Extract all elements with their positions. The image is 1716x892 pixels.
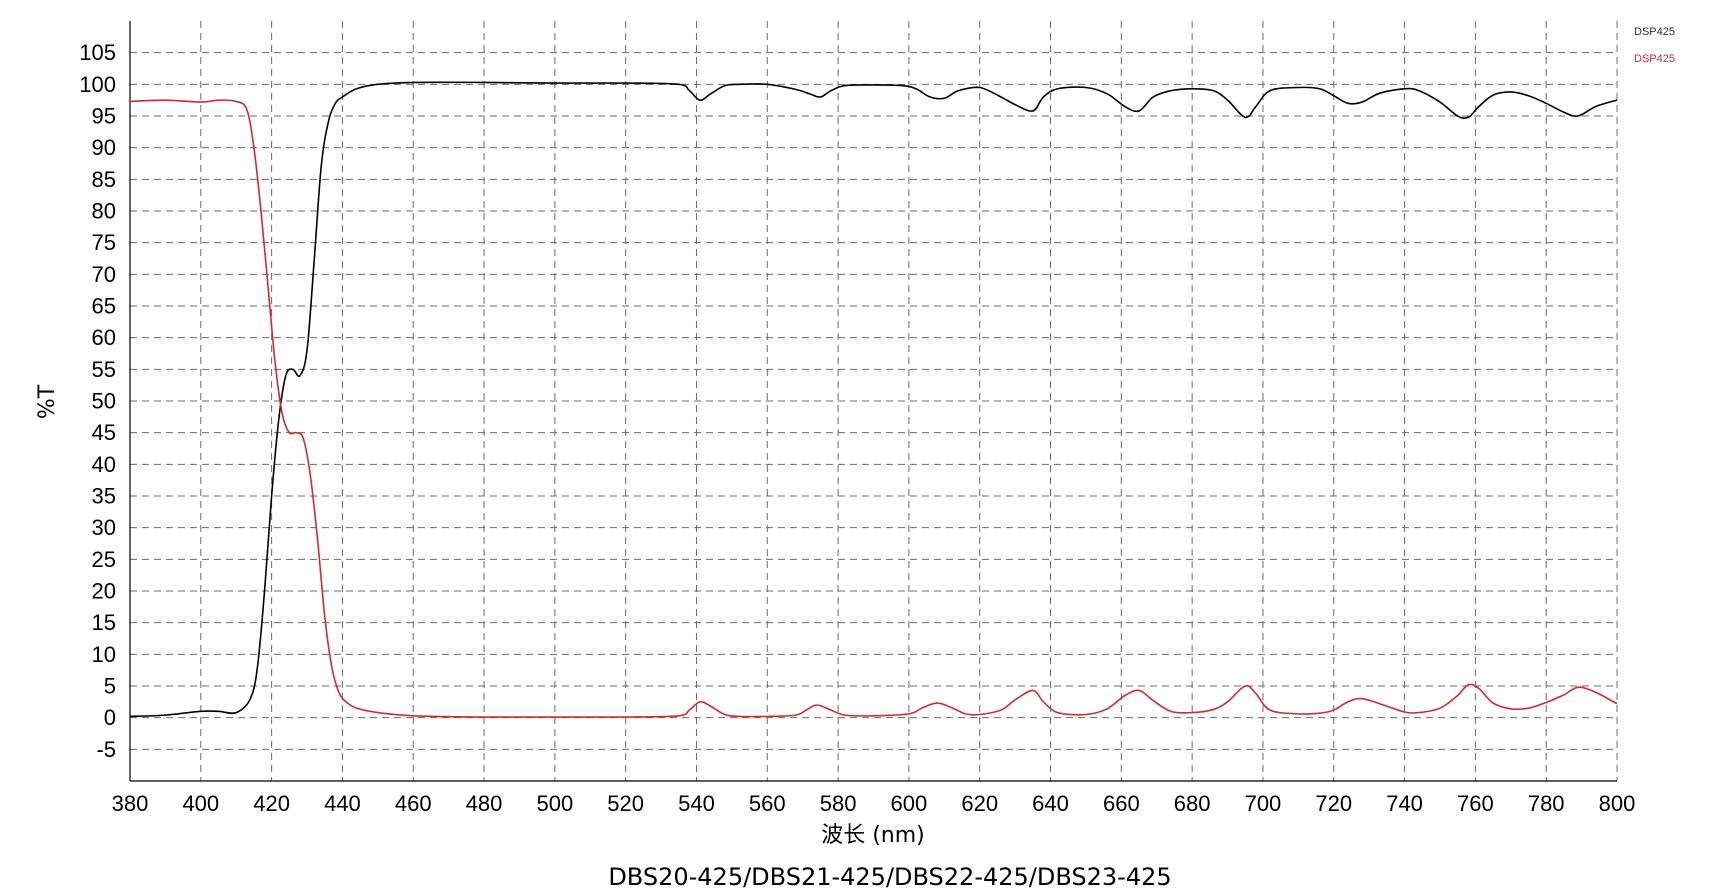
- x-tick-label: 540: [678, 791, 715, 816]
- y-tick-label: 0: [104, 705, 116, 730]
- y-tick-label: -5: [96, 737, 116, 762]
- y-tick-label: 40: [92, 452, 116, 477]
- y-tick-label: 80: [92, 199, 116, 224]
- y-tick-label: 30: [92, 515, 116, 540]
- y-axis-label: %T: [35, 384, 60, 419]
- y-tick-label: 75: [92, 230, 116, 255]
- legend: DSP425 DSP425: [1634, 26, 1675, 65]
- y-tick-label: 50: [92, 389, 116, 414]
- x-tick-label: 620: [961, 791, 998, 816]
- x-tick-label: 640: [1032, 791, 1069, 816]
- x-tick-label: 720: [1315, 791, 1352, 816]
- x-tick-label: 780: [1528, 791, 1565, 816]
- y-tick-label: 100: [79, 72, 116, 97]
- y-tick-label: 65: [92, 294, 116, 319]
- x-tick-label: 460: [395, 791, 432, 816]
- y-tick-label: 90: [92, 135, 116, 160]
- y-tick-label: 85: [92, 167, 116, 192]
- y-tick-label: 45: [92, 420, 116, 445]
- chart-caption: DBS20-425/DBS21-425/DBS22-425/DBS23-425: [608, 863, 1171, 891]
- x-tick-label: 420: [253, 791, 290, 816]
- x-axis-label: 波长 (nm): [821, 823, 925, 848]
- x-tick-label: 740: [1386, 791, 1423, 816]
- y-tick-label: 10: [92, 642, 116, 667]
- series-line-1: [129, 81, 1618, 718]
- y-tick-label: 70: [92, 262, 116, 287]
- y-tick-label: 5: [104, 674, 116, 699]
- y-tick-label: 95: [92, 104, 116, 129]
- series-lines: [129, 81, 1618, 718]
- x-tick-label: 800: [1599, 791, 1636, 816]
- x-tick-label: 580: [820, 791, 857, 816]
- x-tick-label: 380: [112, 791, 149, 816]
- x-tick-label: 560: [749, 791, 786, 816]
- series-line-2: [129, 99, 1618, 718]
- legend-entry-1: DSP425: [1634, 26, 1675, 38]
- y-tick-label: 60: [92, 325, 116, 350]
- tick-labels: -5 0 5 10 15 20 25 30 35 40 45 50 55 60 65 70 75 80 85 90 95…: [79, 40, 1635, 816]
- x-tick-label: 480: [466, 791, 503, 816]
- x-tick-label: 600: [891, 791, 928, 816]
- x-tick-label: 760: [1457, 791, 1494, 816]
- x-tick-label: 440: [324, 791, 361, 816]
- y-tick-label: 35: [92, 484, 116, 509]
- x-tick-label: 500: [536, 791, 573, 816]
- x-tick-label: 700: [1245, 791, 1282, 816]
- grid: [129, 21, 1618, 781]
- y-tick-label: 105: [79, 40, 116, 65]
- legend-entry-2: DSP425: [1634, 53, 1675, 65]
- y-tick-label: 15: [92, 610, 116, 635]
- x-tick-label: 660: [1103, 791, 1140, 816]
- y-tick-label: 55: [92, 357, 116, 382]
- x-tick-label: 680: [1174, 791, 1211, 816]
- y-tick-label: 25: [92, 547, 116, 572]
- x-tick-label: 400: [182, 791, 219, 816]
- y-tick-label: 20: [92, 579, 116, 604]
- axes: [129, 21, 1617, 782]
- x-tick-label: 520: [607, 791, 644, 816]
